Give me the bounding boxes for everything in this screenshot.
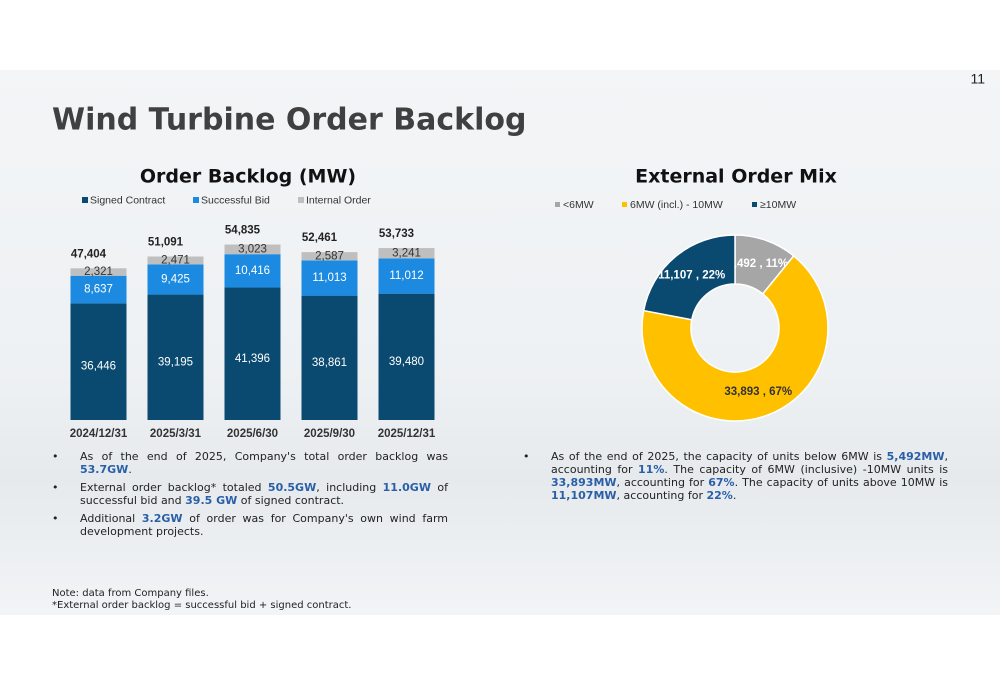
total-label: 53,733 [379, 228, 414, 240]
value-label: 36,446 [81, 361, 116, 373]
bar-segment [224, 254, 281, 288]
legend-label: Signed Contract [90, 194, 165, 206]
bar-segment [378, 258, 435, 294]
slide-title: Wind Turbine Order Backlog [52, 103, 526, 138]
bullet-text: 39.5 GW [185, 494, 238, 507]
bullet-dot: • [52, 512, 59, 525]
bullet: • As of the end of 2025, the capacity of … [523, 450, 949, 502]
legend-label: ≥10MW [760, 199, 796, 211]
bullet: • As of the end of 2025, Company's total … [52, 450, 448, 476]
value-label: 2,321 [84, 266, 113, 278]
value-label: 38,861 [312, 357, 347, 369]
bar-segment [224, 287, 281, 420]
value-label: 33,893 , 67% [724, 386, 792, 398]
bar-segment [301, 252, 358, 261]
legend-swatch [82, 197, 88, 203]
total-label: 54,835 [225, 225, 261, 237]
value-label: 5,492 , 11% [727, 258, 788, 270]
value-label: 11,107 , 22% [658, 270, 725, 282]
value-label: 8,637 [84, 284, 113, 296]
bullet-text: 33,893MW [551, 476, 617, 489]
bar-segment [378, 248, 435, 259]
x-tick-label: 2025/9/30 [304, 428, 355, 440]
value-label: 11,012 [389, 270, 423, 282]
bullet-text: . The capacity of units above 10MW is [734, 476, 948, 489]
x-tick-label: 2025/6/30 [227, 428, 278, 440]
total-label: 47,404 [71, 248, 107, 260]
value-label: 39,480 [389, 356, 424, 368]
value-label: 2,471 [161, 254, 190, 266]
value-label: 10,416 [235, 265, 270, 277]
value-label: 41,396 [235, 353, 270, 365]
bar-segment [301, 260, 358, 296]
value-label: 3,241 [392, 247, 421, 259]
value-label: 39,195 [158, 356, 193, 368]
bar-segment [378, 293, 435, 420]
value-label: 11,013 [312, 272, 346, 284]
bullet-text: Additional [80, 512, 142, 525]
donut-slice [641, 254, 829, 422]
bullet-text: 3.2GW [141, 512, 183, 525]
legend-label: Internal Order [306, 194, 371, 206]
bullet-text: 67% [708, 476, 735, 489]
bar-segment [70, 268, 127, 276]
bullet-text: , accounting for [616, 476, 709, 489]
bar-segment [147, 294, 204, 420]
bar-segment [147, 256, 204, 265]
x-tick-label: 2025/3/31 [150, 428, 202, 440]
chart-title: External Order Mix [635, 166, 837, 188]
bar-segment [70, 303, 127, 420]
bullet-text: 22% [706, 489, 733, 502]
bullet-text: , accounting for [616, 489, 707, 502]
bullet: • Additional 3.2GW of order was for Compa… [52, 512, 448, 538]
bullet-text: 11,107MW [551, 489, 617, 502]
legend-swatch [193, 197, 199, 203]
bullet-text: . The capacity of 6MW (inclusive) -10MW … [664, 463, 949, 476]
legend-swatch [752, 202, 757, 207]
bar-segment [147, 264, 204, 295]
note: *External order backlog = successful bid… [52, 600, 352, 611]
legend-swatch [622, 202, 627, 207]
bullet-dot: • [52, 450, 59, 463]
x-tick-label: 2025/12/31 [378, 428, 436, 440]
bullet-text: 53.7GW [80, 463, 129, 476]
bullet-text: , accounting for [551, 450, 948, 476]
legend-label: Successful Bid [201, 194, 270, 206]
bullet-dot: • [52, 481, 59, 494]
bullet-text: External order backlog* totaled [80, 481, 268, 494]
bar-segment [301, 295, 358, 420]
bullet-text: 11.0GW [382, 481, 431, 494]
value-label: 9,425 [161, 274, 190, 286]
legend-label: 6MW (incl.) - 10MW [630, 199, 723, 211]
chart-title: Order Backlog (MW) [140, 166, 356, 188]
bar-segment [224, 244, 281, 255]
legend-label: <6MW [563, 199, 594, 211]
page-number: 11 [970, 71, 985, 87]
bullet-text: of order was for Company's own wind farm… [80, 512, 448, 538]
bullet-dot: • [523, 450, 530, 463]
bullet-text: 11% [638, 463, 665, 476]
bullet-text: As of the end of 2025, Company's total o… [80, 450, 448, 463]
bullet-text: of signed contract. [237, 494, 345, 507]
bullet-text: 50.5GW [267, 481, 317, 494]
bullet-text: . [128, 463, 132, 476]
value-label: 2,587 [315, 250, 344, 262]
bullet-text: As of the end of 2025, the capacity of u… [551, 450, 887, 463]
bullet-text: 5,492MW [886, 450, 945, 463]
x-tick-label: 2024/12/31 [70, 428, 128, 440]
bullet: • External order backlog* totaled 50.5GW,… [52, 481, 448, 507]
total-label: 52,461 [302, 232, 338, 244]
total-label: 51,091 [148, 237, 184, 249]
bullet-text: of successful bid and [80, 481, 448, 507]
bullet-text: , including [316, 481, 383, 494]
value-label: 3,023 [238, 243, 267, 255]
donut-slice [642, 234, 736, 321]
bullet-text: . [732, 489, 737, 502]
note: Note: data from Company files. [52, 588, 209, 599]
legend-swatch [298, 197, 304, 203]
bar-segment [70, 275, 127, 304]
legend-swatch [555, 202, 560, 207]
